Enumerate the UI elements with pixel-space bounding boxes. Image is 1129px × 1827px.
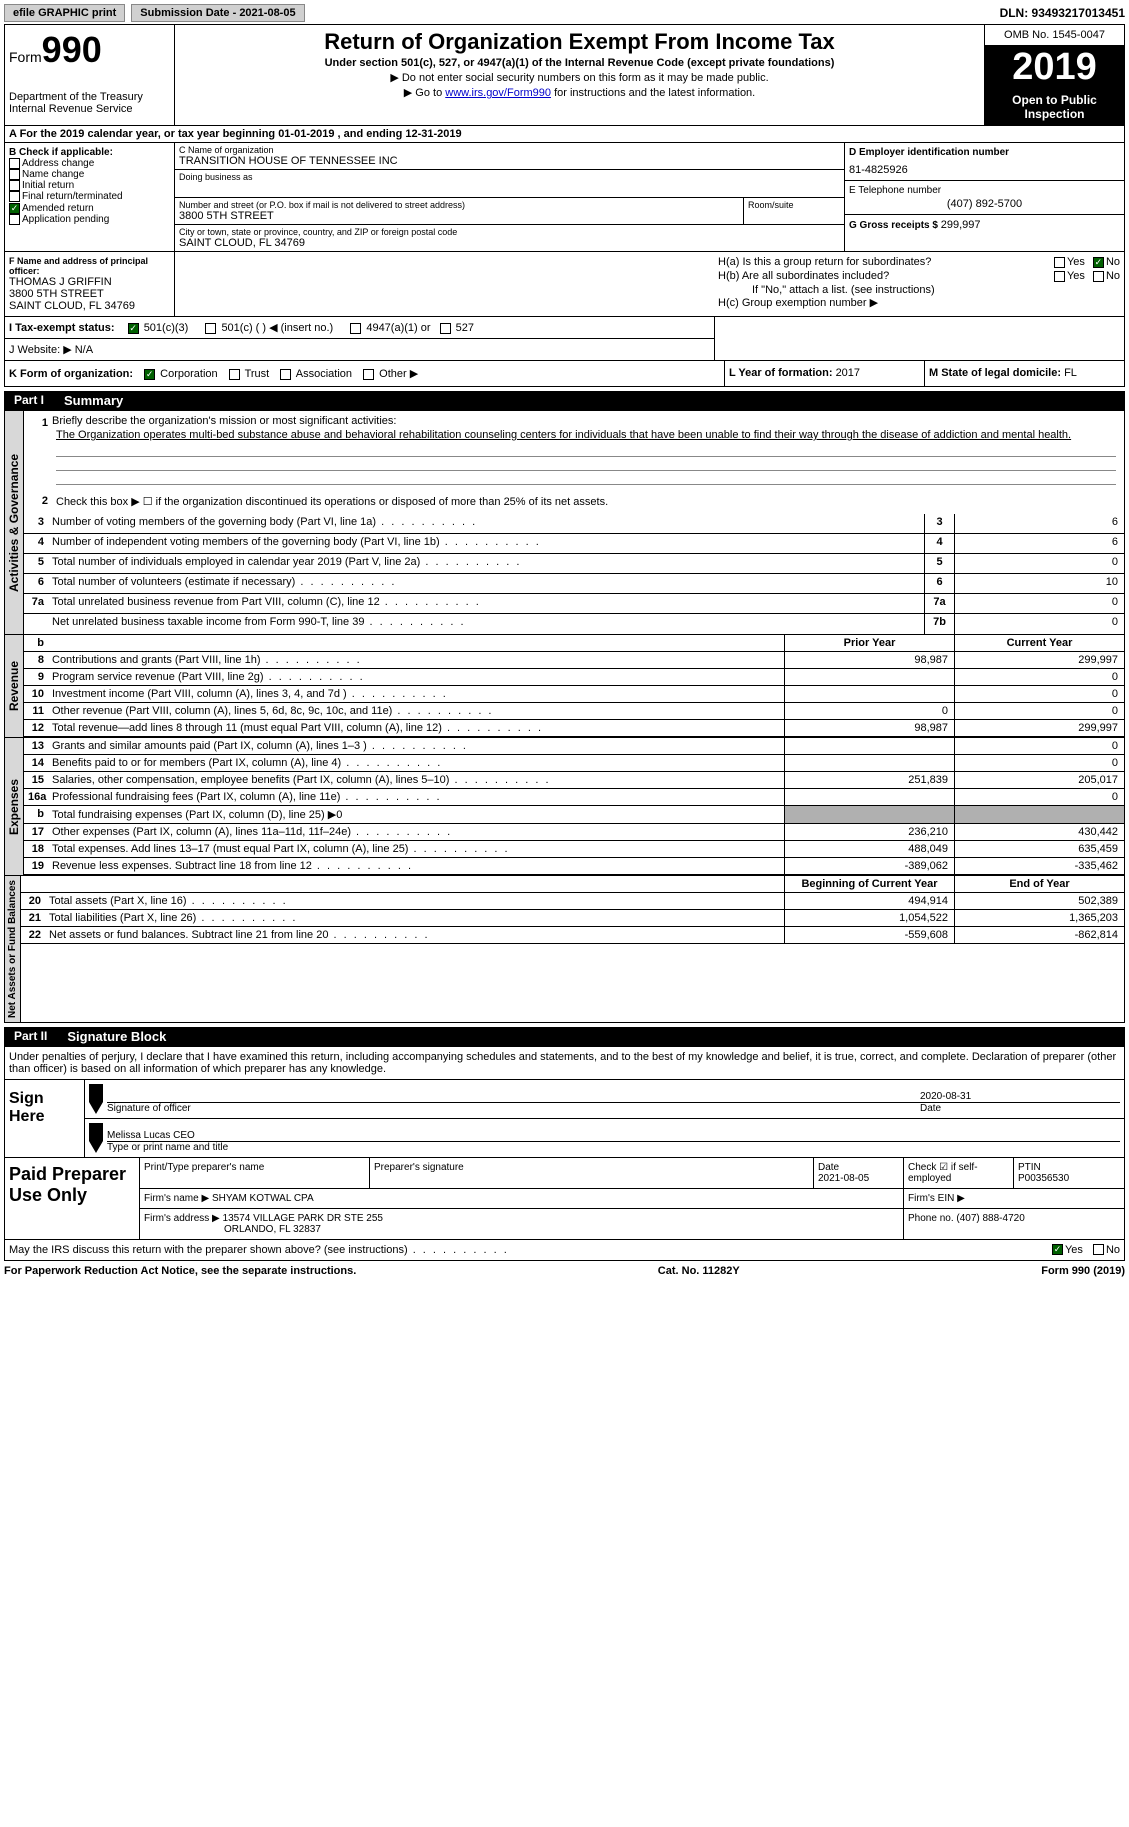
org-city: SAINT CLOUD, FL 34769 (179, 237, 840, 249)
org-name: TRANSITION HOUSE OF TENNESSEE INC (179, 155, 840, 167)
table-row: 15Salaries, other compensation, employee… (24, 772, 1124, 789)
table-row: 21Total liabilities (Part X, line 26)1,0… (21, 910, 1124, 927)
revenue-section: Revenue b Prior Year Current Year 8Contr… (4, 635, 1125, 738)
assoc-check[interactable] (280, 369, 291, 380)
firm-addr: 13574 VILLAGE PARK DR STE 255 (223, 1213, 383, 1224)
527-check[interactable] (440, 323, 451, 334)
phone-value: (407) 892-5700 (849, 198, 1120, 210)
efile-button[interactable]: efile GRAPHIC print (4, 4, 125, 22)
table-row: 5Total number of individuals employed in… (24, 554, 1124, 574)
period-row: A For the 2019 calendar year, or tax yea… (4, 126, 1125, 143)
fh-row: F Name and address of principal officer:… (4, 252, 1125, 317)
hb-yes-check[interactable] (1054, 271, 1065, 282)
table-row: 9Program service revenue (Part VIII, lin… (24, 669, 1124, 686)
table-row: 14Benefits paid to or for members (Part … (24, 755, 1124, 772)
discuss-yes-check[interactable] (1052, 1244, 1063, 1255)
netassets-section: Net Assets or Fund Balances Beginning of… (4, 876, 1125, 1023)
omb-number: OMB No. 1545-0047 (985, 25, 1124, 46)
form-subtitle: Under section 501(c), 527, or 4947(a)(1)… (179, 57, 980, 69)
firm-phone: (407) 888-4720 (956, 1213, 1024, 1224)
klm-row: K Form of organization: Corporation Trus… (4, 361, 1125, 387)
discuss-no-check[interactable] (1093, 1244, 1104, 1255)
table-row: 8Contributions and grants (Part VIII, li… (24, 652, 1124, 669)
expenses-section: Expenses 13Grants and similar amounts pa… (4, 738, 1125, 876)
table-row: 22Net assets or fund balances. Subtract … (21, 927, 1124, 944)
officer-name: THOMAS J GRIFFIN (9, 276, 170, 288)
form-header: Form990 Department of the Treasury Inter… (4, 24, 1125, 126)
part1-header: Part I Summary (4, 391, 1125, 410)
mission-text: The Organization operates multi-bed subs… (52, 427, 1120, 443)
form-title: Return of Organization Exempt From Incom… (179, 29, 980, 55)
governance-section: Activities & Governance 1 Briefly descri… (4, 410, 1125, 635)
addr-change-check[interactable] (9, 158, 20, 169)
ein-value: 81-4825926 (849, 164, 1120, 176)
org-info-row: B Check if applicable: Address change Na… (4, 143, 1125, 252)
table-row: 6Total number of volunteers (estimate if… (24, 574, 1124, 594)
dept-label: Department of the Treasury Internal Reve… (9, 91, 170, 115)
prep-date: 2021-08-05 (818, 1173, 869, 1184)
footer: For Paperwork Reduction Act Notice, see … (4, 1261, 1125, 1281)
ij-row: I Tax-exempt status: 501(c)(3) 501(c) ( … (4, 317, 1125, 361)
name-arrow-icon (89, 1123, 103, 1153)
instruction-2: ▶ Go to www.irs.gov/Form990 for instruct… (179, 86, 980, 99)
hb-no-check[interactable] (1093, 271, 1104, 282)
discuss-row: May the IRS discuss this return with the… (4, 1240, 1125, 1261)
dln-label: DLN: 93493217013451 (1000, 6, 1125, 20)
table-row: 4Number of independent voting members of… (24, 534, 1124, 554)
table-row: 19Revenue less expenses. Subtract line 1… (24, 858, 1124, 875)
ha-yes-check[interactable] (1054, 257, 1065, 268)
instruction-1: ▶ Do not enter social security numbers o… (179, 71, 980, 84)
sign-here-section: Sign Here Signature of officer 2020-08-3… (4, 1079, 1125, 1158)
table-row: 11Other revenue (Part VIII, column (A), … (24, 703, 1124, 720)
501c3-check[interactable] (128, 323, 139, 334)
table-row: 7aTotal unrelated business revenue from … (24, 594, 1124, 614)
gross-receipts: 299,997 (941, 219, 981, 231)
open-public-label: Open to Public Inspection (985, 89, 1124, 125)
table-row: 20Total assets (Part X, line 16)494,9145… (21, 893, 1124, 910)
section-c: C Name of organization TRANSITION HOUSE … (175, 143, 844, 251)
table-row: 12Total revenue—add lines 8 through 11 (… (24, 720, 1124, 737)
amended-return-check[interactable] (9, 203, 20, 214)
corp-check[interactable] (144, 369, 155, 380)
app-pending-check[interactable] (9, 214, 20, 225)
ha-no-check[interactable] (1093, 257, 1104, 268)
name-change-check[interactable] (9, 169, 20, 180)
table-row: bTotal fundraising expenses (Part IX, co… (24, 806, 1124, 824)
org-address: 3800 5TH STREET (179, 210, 739, 222)
table-row: 13Grants and similar amounts paid (Part … (24, 738, 1124, 755)
initial-return-check[interactable] (9, 180, 20, 191)
other-check[interactable] (363, 369, 374, 380)
sig-arrow-icon (89, 1084, 103, 1114)
website-value: N/A (75, 344, 93, 356)
firm-name: SHYAM KOTWAL CPA (212, 1193, 314, 1204)
table-row: 3Number of voting members of the governi… (24, 514, 1124, 534)
year-formation: 2017 (836, 367, 860, 379)
final-return-check[interactable] (9, 191, 20, 202)
sign-date: 2020-08-31 (920, 1091, 1120, 1102)
paid-preparer-section: Paid Preparer Use Only Print/Type prepar… (4, 1158, 1125, 1240)
section-b: B Check if applicable: Address change Na… (5, 143, 175, 251)
ptin-value: P00356530 (1018, 1173, 1069, 1184)
state-domicile: FL (1064, 367, 1077, 379)
part2-header: Part II Signature Block (4, 1027, 1125, 1046)
form-number: Form990 (9, 29, 170, 71)
table-row: 18Total expenses. Add lines 13–17 (must … (24, 841, 1124, 858)
table-row: 17Other expenses (Part IX, column (A), l… (24, 824, 1124, 841)
4947-check[interactable] (350, 323, 361, 334)
table-row: Net unrelated business taxable income fr… (24, 614, 1124, 634)
irs-link[interactable]: www.irs.gov/Form990 (445, 87, 551, 99)
tax-year: 2019 (985, 46, 1124, 89)
section-h: H(a) Is this a group return for subordin… (714, 252, 1124, 316)
section-de: D Employer identification number 81-4825… (844, 143, 1124, 251)
submission-button[interactable]: Submission Date - 2021-08-05 (131, 4, 304, 22)
table-row: 16aProfessional fundraising fees (Part I… (24, 789, 1124, 806)
officer-name-title: Melissa Lucas CEO (107, 1130, 1120, 1141)
top-bar: efile GRAPHIC print Submission Date - 20… (4, 4, 1125, 22)
declaration-text: Under penalties of perjury, I declare th… (4, 1046, 1125, 1079)
table-row: 10Investment income (Part VIII, column (… (24, 686, 1124, 703)
501c-check[interactable] (205, 323, 216, 334)
trust-check[interactable] (229, 369, 240, 380)
